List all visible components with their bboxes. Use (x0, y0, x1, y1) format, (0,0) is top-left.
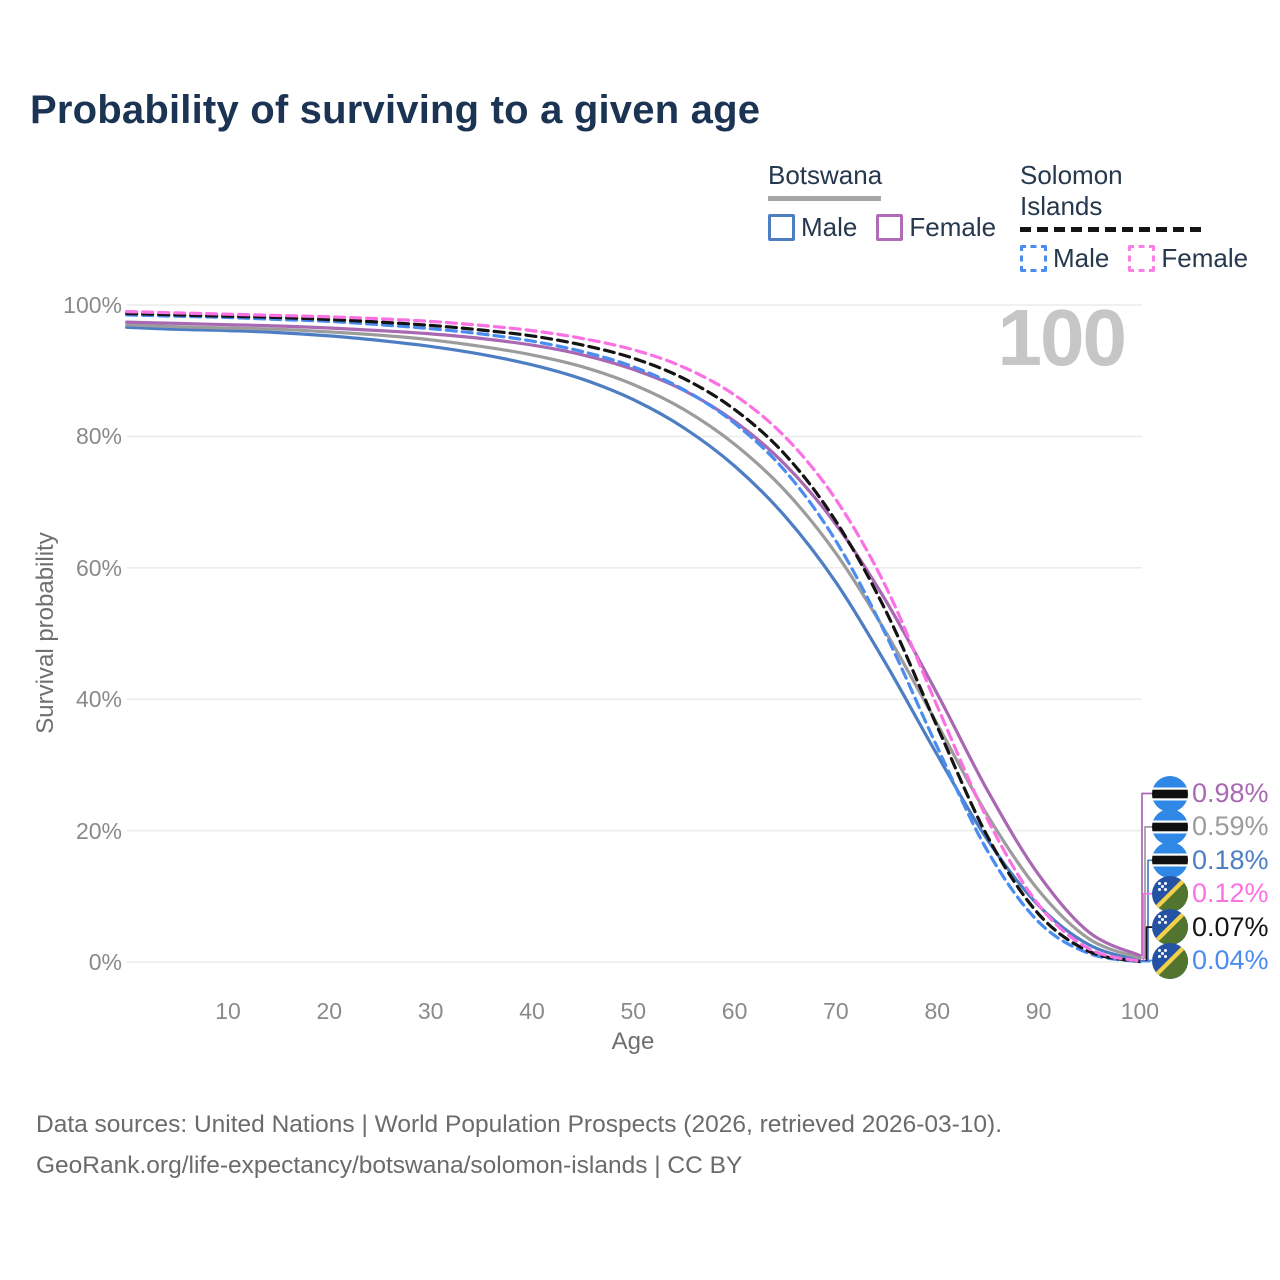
y-tick-label: 40% (75, 686, 122, 713)
x-tick-label: 40 (519, 998, 545, 1024)
series-line-botswana-male (125, 325, 1142, 963)
x-tick-label: 60 (721, 998, 748, 1024)
y-tick-label: 20% (75, 817, 122, 844)
solomon-islands-flag-icon (1152, 909, 1188, 946)
survival-at-100-value: 0.98% (1192, 778, 1269, 808)
data-sources-line: Data sources: United Nations | World Pop… (36, 1111, 1003, 1138)
y-tick-label: 100% (63, 292, 122, 318)
url-license-line: GeoRank.org/life-expectancy/botswana/sol… (36, 1152, 743, 1179)
leader-line (1139, 826, 1152, 959)
y-tick-label: 0% (88, 949, 122, 975)
solomon-islands-flag-icon (1152, 942, 1188, 979)
x-tick-label: 70 (823, 998, 849, 1024)
legend-group-title: Botswana (768, 160, 883, 190)
x-tick-label: 80 (924, 998, 951, 1024)
survival-at-100-value: 0.12% (1192, 878, 1269, 909)
legend-item-label: Female (1161, 243, 1249, 273)
survival-at-100-value: 0.18% (1192, 844, 1269, 875)
age-counter-watermark: 100 (997, 293, 1127, 382)
solomon-islands-flag-icon (1152, 875, 1188, 912)
survival-at-100-value: 0.07% (1192, 911, 1269, 942)
y-tick-label: 80% (75, 423, 122, 450)
x-tick-label: 20 (316, 998, 343, 1024)
botswana-male-swatch (768, 214, 795, 241)
botswana-flag-icon (1152, 842, 1188, 879)
x-tick-label: 100 (1120, 998, 1160, 1024)
dashed-line-sample (1020, 227, 1206, 232)
botswana-flag-icon (1152, 808, 1188, 845)
end-label-row: 0.18% (1152, 842, 1269, 879)
x-tick-label: 30 (417, 998, 444, 1024)
legend-group-title: Solomon Islands (1020, 160, 1123, 221)
end-label-row: 0.04% (1152, 942, 1269, 979)
legend-item-label: Female (909, 212, 997, 242)
x-tick-label: 90 (1025, 998, 1052, 1024)
source-attribution: Data sources: United Nations | World Pop… (36, 1104, 1002, 1186)
series-line-solomon-islands-both-sexes (125, 311, 1142, 964)
x-tick-label: 50 (620, 998, 647, 1024)
botswana-female-swatch (876, 214, 904, 241)
end-label-row: 0.07% (1152, 909, 1269, 946)
end-label-row: 0.98% (1152, 775, 1269, 812)
solomon-male-swatch (1020, 245, 1047, 272)
leader-line (1139, 959, 1152, 963)
series-line-botswana-both-sexes (125, 323, 1142, 960)
legend-item-label: Male (801, 212, 858, 242)
legend-item-label: Male (1053, 243, 1110, 273)
series-line-botswana-female (125, 320, 1142, 958)
solomon-female-swatch (1128, 245, 1156, 272)
leader-line (1139, 792, 1152, 957)
survival-at-100-value: 0.04% (1192, 945, 1269, 975)
x-axis-title: Age (611, 1028, 655, 1055)
page-title: Probability of surviving to a given age (30, 88, 761, 132)
series-line-solomon-islands-female (125, 310, 1142, 963)
end-label-row: 0.59% (1152, 808, 1269, 845)
series-line-solomon-islands-male (125, 313, 1142, 964)
legend-group-botswana: Botswana Male Female (768, 160, 996, 243)
y-tick-label: 60% (75, 554, 122, 581)
end-label-row: 0.12% (1152, 875, 1269, 912)
survival-at-100-value: 0.59% (1192, 811, 1269, 842)
botswana-flag-icon (1152, 775, 1188, 812)
solid-line-sample (768, 196, 881, 201)
legend-group-solomon-islands: Solomon Islands Male Female (1020, 160, 1248, 274)
x-tick-label: 10 (215, 998, 241, 1024)
